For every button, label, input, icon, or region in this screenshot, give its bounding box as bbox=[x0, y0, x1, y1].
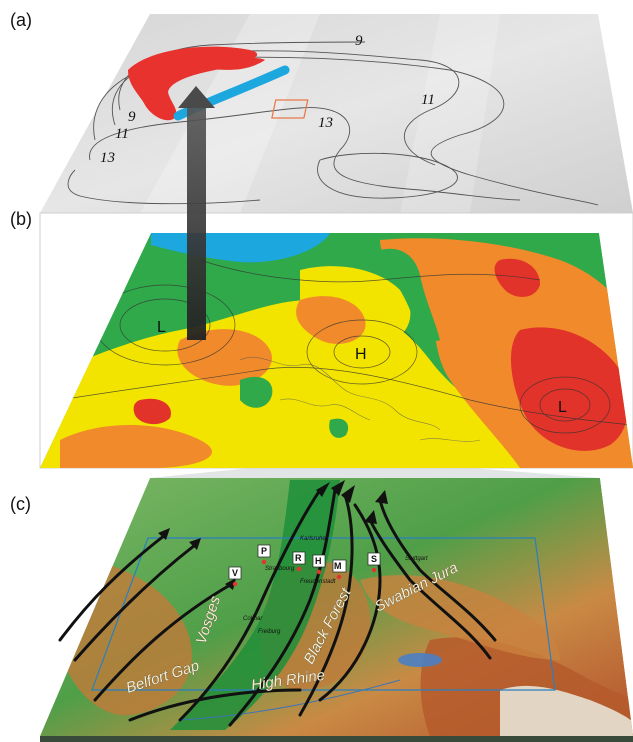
city-strasbourg: Strasbourg bbox=[265, 566, 295, 572]
precip-red-region-2 bbox=[205, 57, 265, 70]
city-colmar: Colmar bbox=[243, 616, 263, 622]
panel-a: (a) 9 9 11 11 13 13 bbox=[10, 10, 633, 213]
city-freudenstadt: Freudenstadt bbox=[300, 579, 336, 585]
contour-label-9-left: 9 bbox=[128, 109, 136, 125]
station-s-marker bbox=[367, 552, 381, 566]
station-h-label: H bbox=[315, 556, 322, 566]
station-v-marker bbox=[228, 566, 242, 580]
lake-constance bbox=[398, 653, 442, 667]
panel-c-terrain-map bbox=[40, 478, 633, 736]
city-karlsruhe: Karlsruhe bbox=[300, 536, 326, 542]
panel-b: (b) bbox=[10, 209, 633, 469]
pressure-low-left: L bbox=[157, 319, 166, 336]
station-badges: P R H M S V bbox=[228, 544, 381, 580]
flow-arrowheads bbox=[158, 480, 388, 590]
precip-blue-band bbox=[173, 65, 290, 121]
panel-b-pressure-contours bbox=[59, 259, 633, 434]
pressure-high-center: H bbox=[355, 346, 367, 363]
station-p-marker bbox=[257, 544, 271, 558]
upscale-arrow bbox=[178, 86, 215, 340]
city-freiburg: Freiburg bbox=[258, 629, 281, 635]
contour-label-11-left: 11 bbox=[115, 126, 129, 142]
station-m-marker bbox=[332, 559, 347, 573]
panel-c-label: (c) bbox=[10, 494, 31, 514]
domain-box-a bbox=[271, 99, 309, 119]
contour-label-13-center: 13 bbox=[318, 115, 333, 131]
panel-a-sheen bbox=[140, 14, 320, 213]
projection-b-to-c bbox=[150, 468, 600, 478]
station-m-label: M bbox=[334, 561, 342, 571]
station-dots bbox=[232, 559, 377, 587]
station-p-label: P bbox=[261, 546, 267, 556]
domain-box-c bbox=[91, 537, 556, 691]
panel-b-coastlines bbox=[239, 356, 481, 442]
panel-c: (c) bbox=[10, 468, 633, 742]
station-s-label: S bbox=[371, 554, 377, 564]
pressure-low-right: L bbox=[558, 399, 567, 416]
contour-label-13-left: 13 bbox=[100, 150, 115, 166]
contour-label-11-right: 11 bbox=[421, 92, 435, 108]
city-stuttgart: Stuttgart bbox=[405, 556, 428, 562]
station-r-marker bbox=[292, 551, 306, 565]
panel-a-label: (a) bbox=[10, 10, 32, 30]
panel-b-field-map bbox=[40, 233, 633, 468]
flow-arrows bbox=[58, 488, 497, 727]
station-v-label: V bbox=[232, 568, 238, 578]
panel-a-sheen-2 bbox=[400, 14, 500, 213]
station-r-label: R bbox=[295, 553, 302, 563]
panel-c-base bbox=[40, 736, 633, 742]
contour-label-9-top: 9 bbox=[355, 33, 363, 49]
panel-b-label: (b) bbox=[10, 209, 32, 229]
station-h-marker bbox=[312, 554, 326, 568]
